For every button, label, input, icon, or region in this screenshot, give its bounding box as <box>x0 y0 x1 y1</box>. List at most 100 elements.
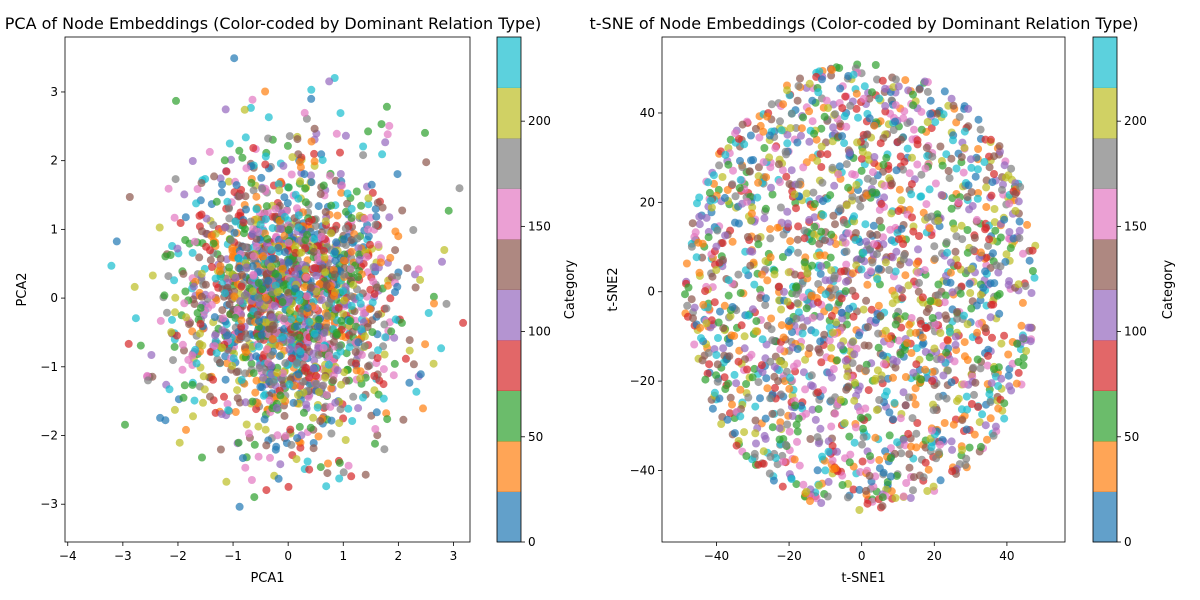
data-point <box>896 135 905 144</box>
data-point <box>892 166 901 175</box>
data-point <box>855 506 864 514</box>
data-point <box>720 193 729 202</box>
data-point <box>829 123 838 132</box>
data-point <box>889 415 898 424</box>
data-point <box>875 456 884 464</box>
data-point <box>837 267 846 276</box>
data-point <box>994 268 1003 277</box>
data-point <box>896 152 905 161</box>
data-point <box>763 112 771 121</box>
data-point <box>380 320 389 329</box>
data-point <box>386 294 395 303</box>
data-point <box>932 454 941 463</box>
data-point <box>314 316 323 324</box>
data-point <box>966 155 975 164</box>
data-point <box>997 374 1006 383</box>
data-point <box>398 206 407 215</box>
data-point <box>165 385 174 394</box>
colorbar-segment <box>497 491 521 543</box>
data-point <box>930 344 939 353</box>
data-point <box>687 242 696 251</box>
data-point <box>227 236 236 245</box>
data-point <box>340 270 349 279</box>
data-point <box>763 384 772 393</box>
data-point <box>264 113 273 122</box>
axes-frame <box>661 36 1066 543</box>
data-point <box>1025 256 1034 265</box>
data-point <box>761 434 770 443</box>
x-tick-label: −4 <box>59 549 77 563</box>
data-point <box>827 373 836 382</box>
data-point <box>901 271 910 280</box>
data-point <box>928 314 937 322</box>
data-point <box>703 369 712 378</box>
data-point <box>967 163 976 172</box>
data-point <box>285 132 294 141</box>
y-tick-label: 20 <box>640 195 655 209</box>
data-point <box>941 311 950 320</box>
data-point <box>155 223 164 232</box>
data-point <box>899 240 908 248</box>
data-point <box>197 269 206 278</box>
data-point <box>704 348 713 357</box>
data-point <box>988 333 996 342</box>
data-point <box>819 197 827 206</box>
data-point <box>296 177 305 186</box>
data-point <box>351 359 360 368</box>
data-point <box>823 492 832 501</box>
data-point <box>900 107 909 116</box>
data-point <box>942 348 951 357</box>
data-point <box>983 435 991 444</box>
data-point <box>381 138 390 147</box>
data-point <box>775 178 784 187</box>
y-axis-label: t-SNE2 <box>606 267 621 311</box>
data-point <box>227 155 236 164</box>
data-point <box>294 391 302 400</box>
data-point <box>798 329 807 338</box>
data-point <box>842 277 850 286</box>
data-point <box>933 210 942 219</box>
data-point <box>221 375 230 384</box>
data-point <box>279 161 288 170</box>
data-point <box>217 410 226 418</box>
data-point <box>295 158 304 167</box>
data-point <box>897 196 906 205</box>
data-point <box>818 178 827 187</box>
data-point <box>206 392 214 401</box>
data-point <box>808 117 817 126</box>
data-point <box>228 244 237 253</box>
data-point <box>876 311 885 320</box>
data-point <box>862 237 871 246</box>
data-point <box>172 96 180 105</box>
data-point <box>967 304 976 313</box>
data-point <box>224 406 233 415</box>
data-point <box>697 334 705 343</box>
data-point <box>938 161 947 170</box>
data-point <box>965 205 974 214</box>
data-point <box>841 356 850 365</box>
x-tick-label: 40 <box>999 549 1014 563</box>
data-point <box>360 214 369 223</box>
data-point <box>754 172 763 181</box>
data-point <box>429 292 438 301</box>
data-point <box>757 270 766 279</box>
data-point <box>759 158 768 167</box>
data-point <box>385 121 394 130</box>
data-point <box>937 355 946 364</box>
data-point <box>805 344 814 353</box>
data-point <box>944 166 953 175</box>
data-point <box>241 192 250 201</box>
data-point <box>403 264 412 273</box>
data-point <box>907 442 915 451</box>
data-point <box>355 255 364 264</box>
data-point <box>860 257 869 266</box>
data-point <box>252 192 261 201</box>
data-point <box>731 192 740 201</box>
data-point <box>866 230 875 239</box>
data-point <box>383 415 392 424</box>
data-point <box>779 100 788 109</box>
data-point <box>985 390 994 399</box>
data-point <box>909 90 917 99</box>
data-point <box>314 350 323 359</box>
data-point <box>903 144 912 153</box>
